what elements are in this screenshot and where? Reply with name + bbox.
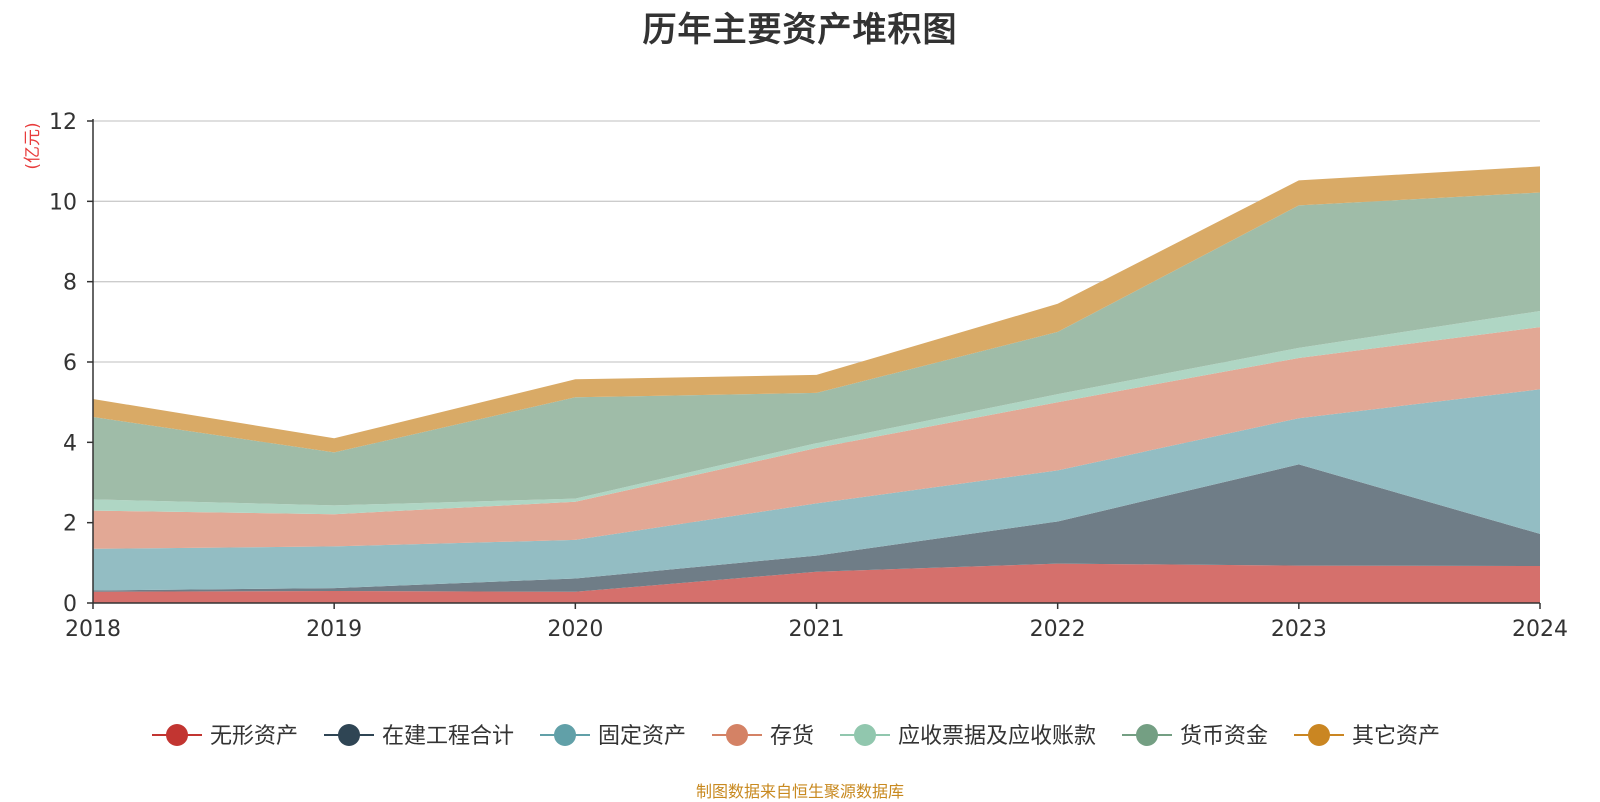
legend-marker — [854, 724, 876, 746]
legend-label: 在建工程合计 — [382, 724, 514, 749]
unit-label: (亿元) — [23, 122, 43, 169]
legend-marker — [554, 724, 576, 746]
legend-label: 应收票据及应收账款 — [898, 724, 1096, 749]
x-tick-label: 2019 — [306, 617, 362, 642]
legend-label: 其它资产 — [1352, 724, 1440, 749]
legend-marker — [1136, 724, 1158, 746]
y-tick-label: 8 — [63, 271, 77, 296]
legend-label: 无形资产 — [210, 724, 298, 749]
y-tick-label: 12 — [49, 110, 77, 135]
legend-item[interactable]: 无形资产 — [152, 724, 298, 749]
area-series — [93, 389, 1540, 591]
legend-marker — [726, 724, 748, 746]
legend-item[interactable]: 固定资产 — [540, 724, 686, 749]
x-tick-label: 2023 — [1271, 617, 1327, 642]
y-tick-label: 2 — [63, 512, 77, 537]
y-tick-label: 4 — [63, 431, 77, 456]
data-source-note: 制图数据来自恒生聚源数据库 — [695, 782, 904, 801]
y-tick-label: 10 — [49, 190, 77, 215]
legend-item[interactable]: 应收票据及应收账款 — [840, 724, 1096, 749]
area-series — [93, 464, 1540, 592]
area-series — [93, 166, 1540, 453]
legend-label: 固定资产 — [598, 724, 686, 749]
y-tick-label: 6 — [63, 351, 77, 376]
legend[interactable]: 无形资产 在建工程合计 固定资产 存货 应收票据及应收账款 货币资金 其它资产 — [152, 724, 1440, 749]
legend-item[interactable]: 存货 — [712, 724, 814, 749]
axes: 0 2 4 6 8 10 12 2018 2019 2020 2021 2022 2023 2024 (亿元… — [23, 110, 1568, 642]
legend-item[interactable]: 货币资金 — [1122, 724, 1268, 749]
legend-label: 货币资金 — [1180, 724, 1268, 749]
x-tick-label: 2018 — [65, 617, 121, 642]
legend-marker — [166, 724, 188, 746]
x-tick-label: 2024 — [1512, 617, 1568, 642]
x-tick-label: 2022 — [1030, 617, 1086, 642]
area-series — [93, 192, 1540, 506]
legend-marker — [338, 724, 360, 746]
x-tick-label: 2020 — [547, 617, 603, 642]
legend-item[interactable]: 其它资产 — [1294, 724, 1440, 749]
y-tick-label: 0 — [63, 592, 77, 617]
legend-marker — [1308, 724, 1330, 746]
legend-item[interactable]: 在建工程合计 — [324, 724, 514, 749]
area-series — [93, 327, 1540, 549]
area-series — [93, 563, 1540, 603]
legend-label: 存货 — [770, 724, 814, 749]
chart-title: 历年主要资产堆积图 — [642, 10, 958, 50]
area-layer — [93, 166, 1540, 603]
x-tick-label: 2021 — [789, 617, 845, 642]
